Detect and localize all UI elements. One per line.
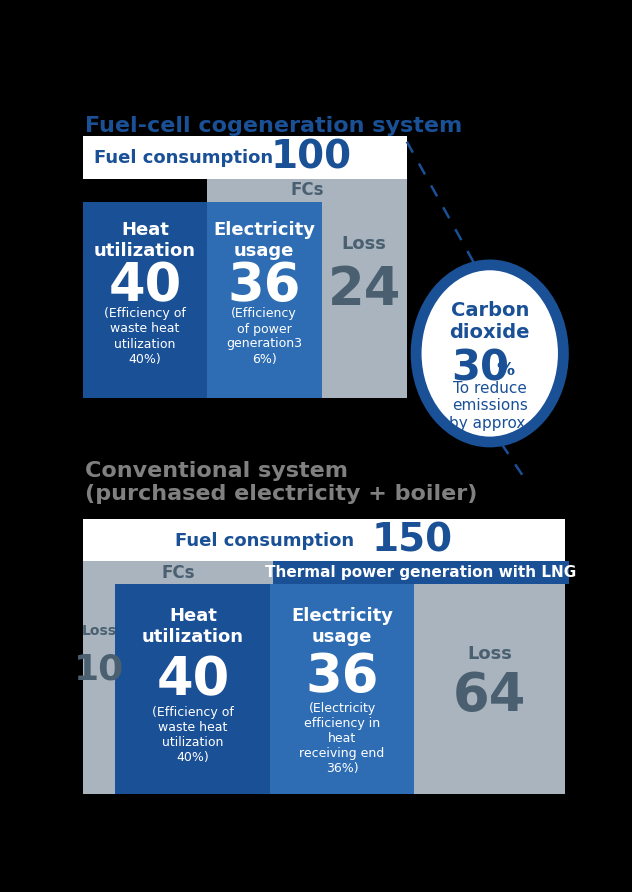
Text: Fuel consumption: Fuel consumption	[94, 149, 273, 167]
Text: (Efficiency
of power
generation3
6%): (Efficiency of power generation3 6%)	[226, 308, 302, 366]
Text: %: %	[496, 361, 514, 379]
Text: To reduce
emissions
by approx.: To reduce emissions by approx.	[449, 381, 530, 431]
Text: Conventional system
(purchased electricity + boiler): Conventional system (purchased electrici…	[85, 461, 478, 505]
Text: 36: 36	[228, 260, 301, 312]
Text: Loss: Loss	[82, 624, 117, 638]
Bar	[83, 519, 565, 561]
Text: Thermal power generation with LNG: Thermal power generation with LNG	[265, 566, 576, 581]
Text: Electricity
usage: Electricity usage	[213, 221, 315, 260]
Bar	[83, 202, 207, 398]
Text: (Efficiency of
waste heat
utilization
40%): (Efficiency of waste heat utilization 40…	[152, 706, 234, 764]
Text: 40: 40	[156, 655, 229, 706]
Bar	[270, 584, 414, 804]
Bar	[83, 584, 116, 804]
Text: Electricity
usage: Electricity usage	[291, 607, 393, 646]
Text: 100: 100	[271, 139, 352, 177]
Text: (Electricity
efficiency in
heat
receiving end
36%): (Electricity efficiency in heat receivin…	[300, 702, 385, 775]
Ellipse shape	[411, 260, 569, 448]
Text: 36: 36	[305, 651, 379, 703]
Text: FCs: FCs	[161, 564, 195, 582]
Bar	[207, 202, 322, 398]
Bar	[83, 136, 407, 178]
Text: 10: 10	[74, 652, 125, 686]
Text: Loss: Loss	[467, 645, 512, 663]
Bar	[414, 584, 565, 804]
Bar	[322, 202, 407, 398]
Text: Heat
utilization: Heat utilization	[94, 221, 196, 260]
Text: Carbon
dioxide: Carbon dioxide	[449, 301, 530, 342]
Text: Fuel-cell cogeneration system: Fuel-cell cogeneration system	[85, 116, 463, 136]
Text: 24: 24	[327, 264, 401, 317]
Text: FCs: FCs	[290, 181, 324, 199]
Text: 64: 64	[453, 670, 526, 723]
Text: Heat
utilization: Heat utilization	[142, 607, 244, 646]
Bar	[273, 561, 569, 584]
Bar	[83, 561, 273, 584]
Text: 150: 150	[372, 522, 453, 559]
Ellipse shape	[422, 270, 558, 436]
Bar	[116, 584, 270, 804]
Bar	[207, 178, 407, 202]
Text: Loss: Loss	[342, 235, 387, 253]
Text: 40: 40	[108, 260, 181, 312]
Text: (Efficiency of
waste heat
utilization
40%): (Efficiency of waste heat utilization 40…	[104, 308, 186, 366]
Text: 30: 30	[451, 348, 509, 390]
Text: Fuel consumption: Fuel consumption	[176, 532, 355, 549]
